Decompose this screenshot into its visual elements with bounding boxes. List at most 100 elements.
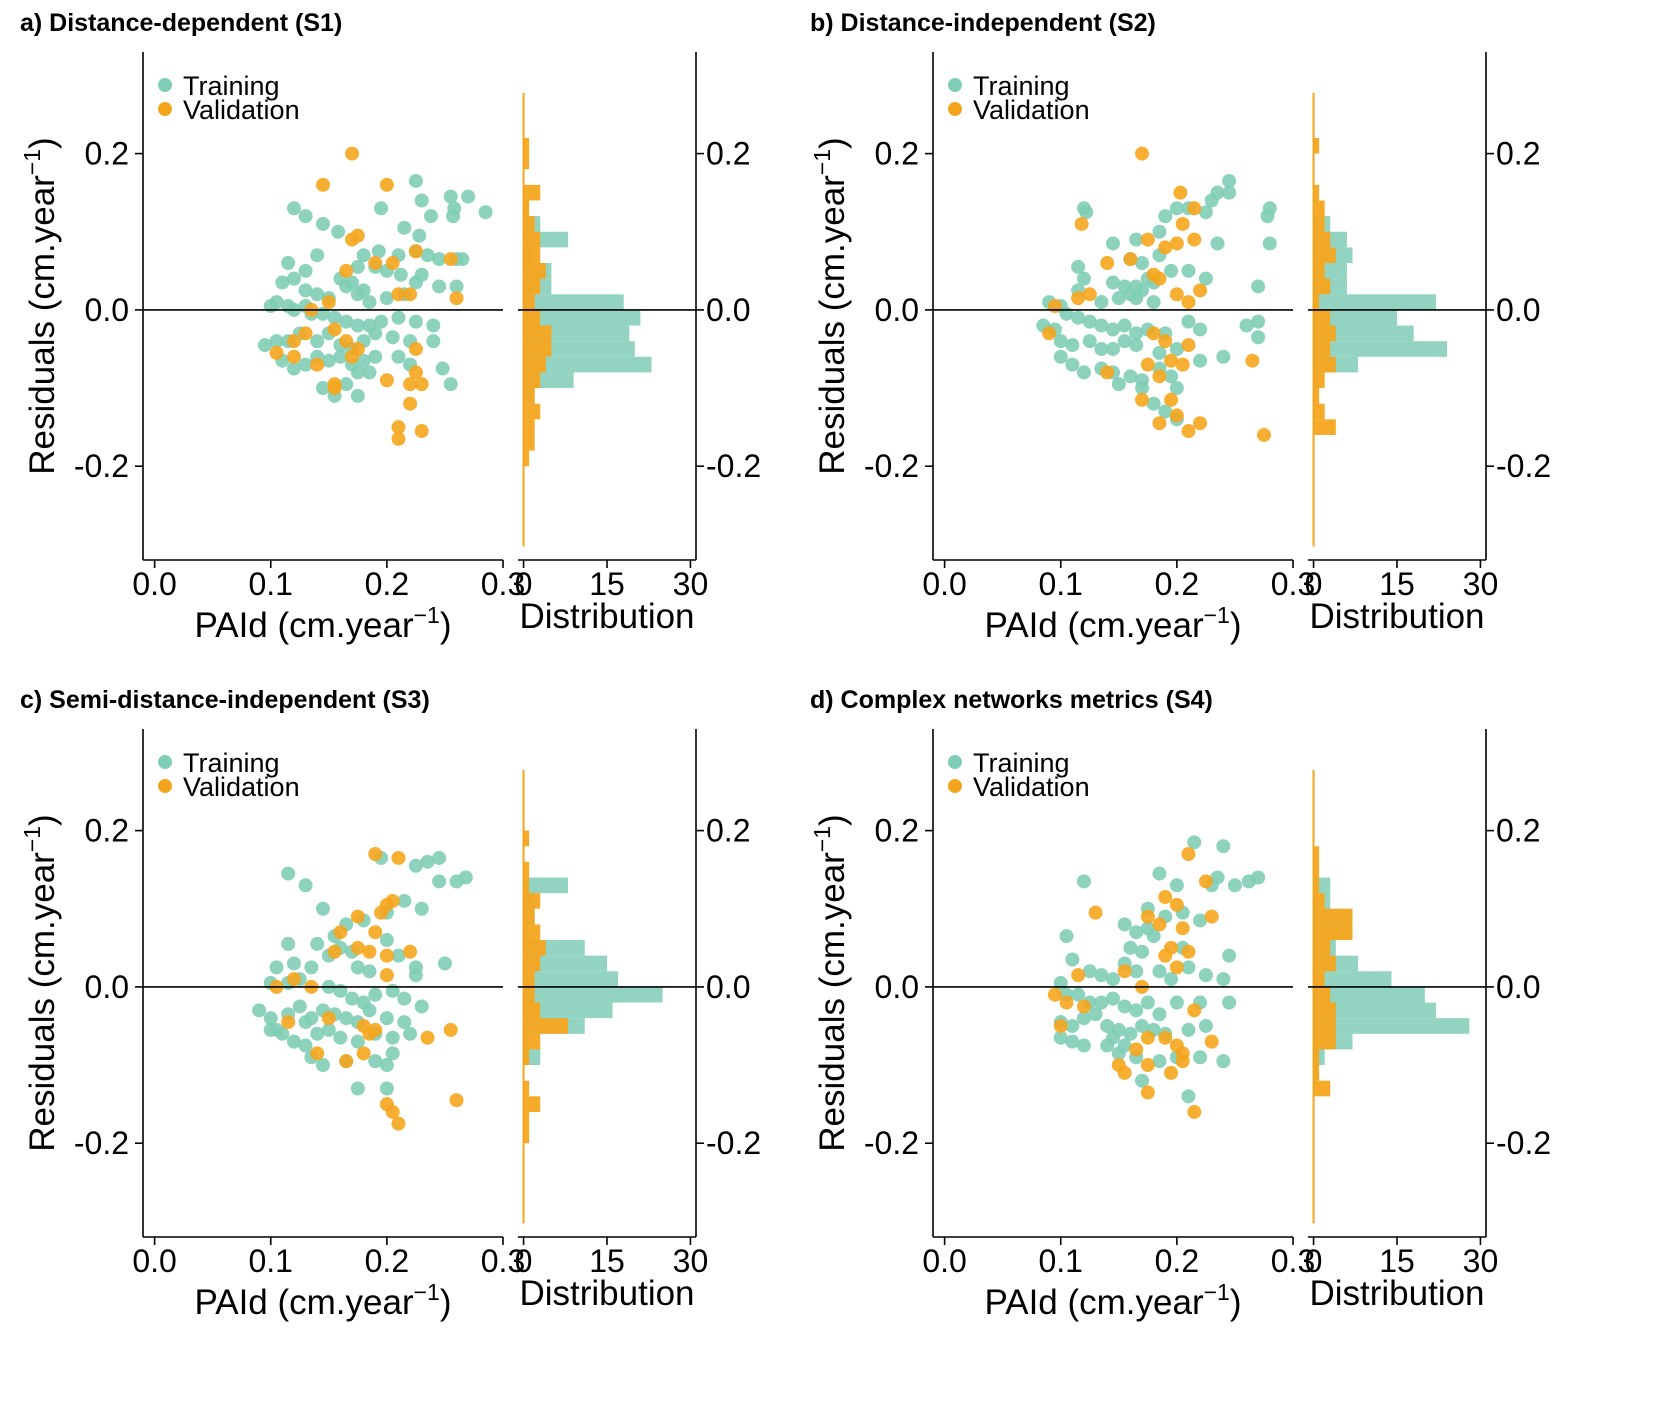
training-point bbox=[412, 228, 427, 243]
y-tick-label: 0.2 bbox=[85, 813, 129, 849]
training-point bbox=[339, 314, 354, 329]
validation-histogram-bar bbox=[523, 1018, 569, 1034]
validation-histogram-bar bbox=[1313, 1080, 1331, 1097]
training-point bbox=[1100, 1018, 1115, 1033]
validation-point bbox=[286, 972, 301, 987]
training-point bbox=[1088, 1007, 1103, 1022]
training-point bbox=[443, 189, 458, 204]
training-point bbox=[350, 287, 365, 302]
chart-panel-1: a) Distance-dependent (S1) -0.2 0.0 0.2 0.0 0… bbox=[19, 9, 761, 645]
training-point bbox=[1169, 995, 1184, 1010]
training-point bbox=[350, 365, 365, 380]
training-point bbox=[424, 209, 438, 224]
validation-point bbox=[1076, 999, 1091, 1014]
training-point bbox=[316, 901, 330, 916]
training-point bbox=[362, 295, 377, 310]
histogram-x-tick-label: 0 bbox=[1305, 566, 1323, 602]
panel-title: a) Distance-dependent (S1) bbox=[20, 9, 342, 37]
training-point bbox=[1169, 381, 1184, 396]
validation-histogram-bar bbox=[523, 924, 541, 941]
validation-point bbox=[1047, 299, 1062, 313]
validation-histogram-bar bbox=[1313, 1018, 1336, 1034]
training-point bbox=[443, 377, 458, 392]
training-point bbox=[1198, 205, 1213, 220]
validation-histogram-bar bbox=[1313, 971, 1325, 987]
validation-point bbox=[1088, 905, 1103, 920]
training-point bbox=[1181, 314, 1196, 329]
training-point bbox=[331, 224, 346, 239]
validation-histogram-bar bbox=[523, 263, 546, 279]
validation-point bbox=[1164, 392, 1179, 407]
training-point bbox=[1117, 318, 1132, 333]
validation-histogram-bar bbox=[1313, 986, 1331, 1003]
training-point bbox=[397, 220, 412, 235]
y-axis-title-sup: −1 bbox=[19, 149, 45, 175]
validation-histogram-bar bbox=[1313, 908, 1353, 925]
training-point bbox=[1181, 1022, 1196, 1037]
validation-histogram-bar bbox=[1313, 877, 1320, 894]
training-point bbox=[304, 960, 319, 975]
training-point bbox=[379, 1081, 394, 1096]
training-point bbox=[1158, 209, 1173, 224]
validation-point bbox=[1158, 240, 1173, 255]
validation-point bbox=[1140, 1058, 1155, 1073]
validation-point bbox=[310, 1046, 325, 1061]
legend-label: Training bbox=[183, 71, 280, 101]
training-point bbox=[298, 1015, 313, 1030]
validation-point bbox=[1158, 890, 1173, 905]
validation-point bbox=[1198, 874, 1213, 889]
training-point bbox=[1082, 334, 1097, 349]
legend-label: Validation bbox=[973, 95, 1090, 125]
training-point bbox=[298, 263, 313, 278]
validation-point bbox=[1135, 146, 1150, 161]
training-point bbox=[432, 279, 447, 294]
histogram-x-axis-title: Distribution bbox=[1309, 597, 1484, 636]
validation-histogram-bar bbox=[1313, 924, 1353, 941]
training-point bbox=[379, 933, 394, 948]
chart-panel-3: c) Semi-distance-independent (S3) -0.2 0.0… bbox=[19, 686, 761, 1322]
right-y-tick-label: -0.2 bbox=[706, 1125, 761, 1161]
training-point bbox=[408, 968, 423, 983]
training-point bbox=[1152, 345, 1167, 360]
x-axis-title-tail: ) bbox=[440, 606, 452, 645]
training-point bbox=[1129, 326, 1144, 341]
validation-point bbox=[368, 925, 383, 940]
training-point bbox=[368, 349, 383, 364]
training-point bbox=[286, 956, 301, 971]
validation-point bbox=[269, 345, 284, 360]
training-point bbox=[432, 252, 447, 267]
training-histogram-bar bbox=[1313, 971, 1392, 987]
training-point bbox=[1187, 835, 1202, 850]
training-point bbox=[292, 999, 307, 1014]
training-point bbox=[1169, 201, 1184, 216]
training-histogram-bar bbox=[1313, 1002, 1436, 1019]
validation-histogram-bar bbox=[523, 1111, 530, 1128]
validation-point bbox=[1146, 326, 1161, 341]
training-point bbox=[371, 244, 386, 259]
training-point bbox=[1140, 995, 1155, 1010]
legend-marker-training bbox=[948, 78, 962, 92]
training-point bbox=[478, 205, 493, 220]
training-point bbox=[1216, 972, 1231, 987]
training-point bbox=[362, 365, 377, 380]
validation-histogram-bar bbox=[523, 153, 530, 170]
validation-histogram-bar bbox=[523, 940, 546, 956]
training-point bbox=[310, 1026, 325, 1041]
legend-label: Validation bbox=[183, 772, 300, 802]
x-tick-label: 0.3 bbox=[1271, 566, 1315, 602]
validation-histogram-bar bbox=[1313, 893, 1325, 909]
validation-point bbox=[1140, 1085, 1155, 1100]
legend-label: Training bbox=[183, 748, 280, 778]
right-y-tick-label: 0.0 bbox=[1496, 969, 1540, 1005]
chart-panel-4: d) Complex networks metrics (S4) -0.2 0.0 0… bbox=[809, 686, 1551, 1322]
histogram-x-tick-label: 30 bbox=[1463, 1243, 1499, 1279]
validation-point bbox=[1169, 287, 1184, 302]
validation-point bbox=[1169, 897, 1184, 912]
training-point bbox=[1094, 968, 1109, 983]
validation-point bbox=[443, 1022, 458, 1037]
training-point bbox=[263, 1011, 278, 1026]
training-histogram-bar bbox=[1313, 294, 1436, 310]
validation-point bbox=[1164, 353, 1179, 368]
histogram-x-tick-label: 0 bbox=[1305, 1243, 1323, 1279]
training-histogram-bar bbox=[1313, 341, 1448, 357]
